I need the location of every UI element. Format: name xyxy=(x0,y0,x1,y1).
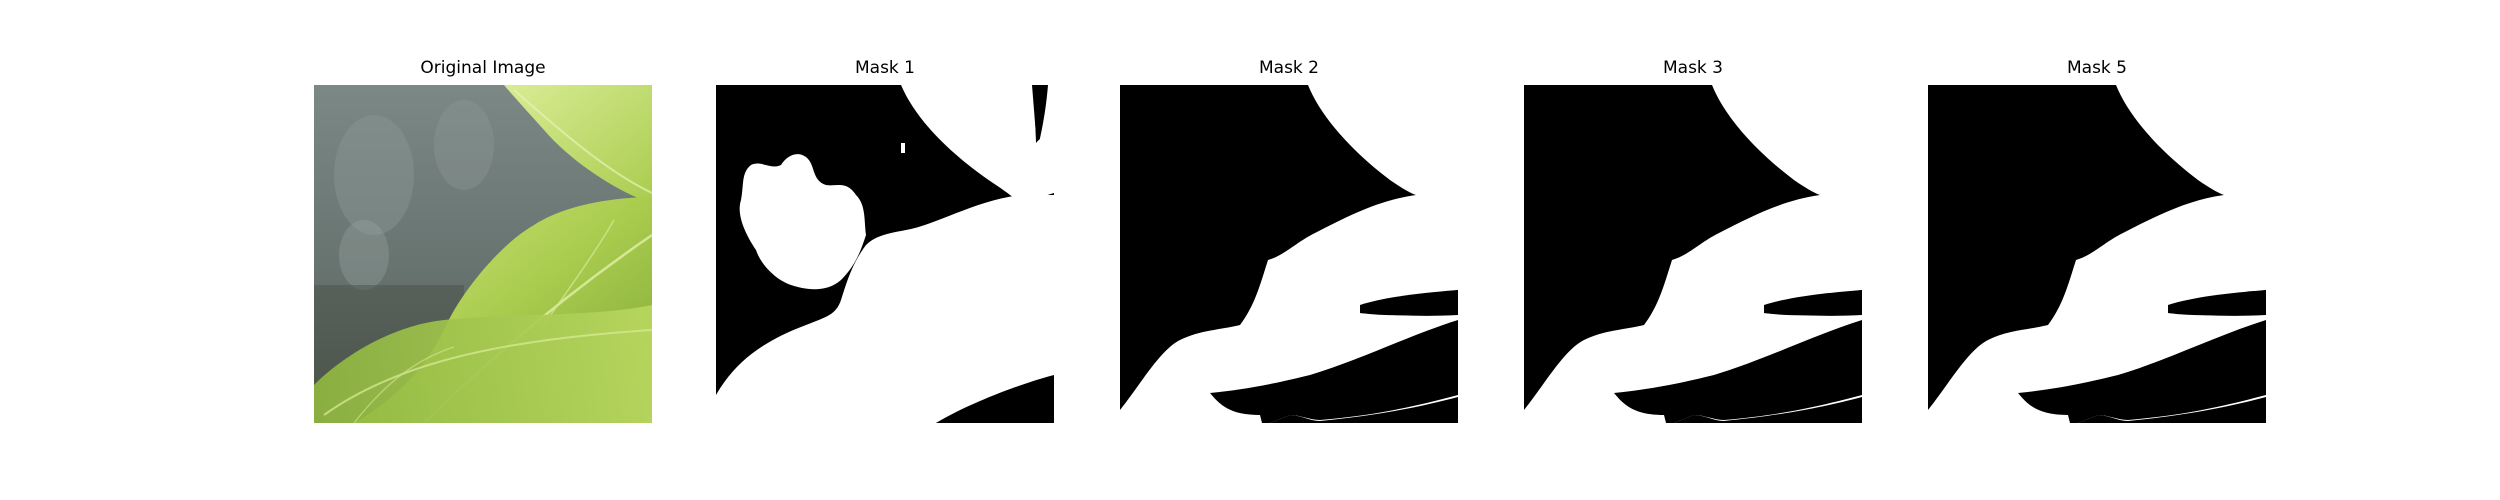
panel-title-mask-1: Mask 1 xyxy=(854,58,915,78)
original-image xyxy=(314,85,652,423)
panel-title-original: Original Image xyxy=(420,58,546,78)
panel-title-mask-5: Mask 5 xyxy=(2066,58,2127,78)
mask-5-image xyxy=(1928,85,2266,423)
mask-1-image xyxy=(716,85,1054,423)
panel-title-mask-2: Mask 2 xyxy=(1258,58,1319,78)
panel-title-mask-3: Mask 3 xyxy=(1662,58,1723,78)
mask-3-image xyxy=(1524,85,1862,423)
mask-2-image xyxy=(1120,85,1458,423)
